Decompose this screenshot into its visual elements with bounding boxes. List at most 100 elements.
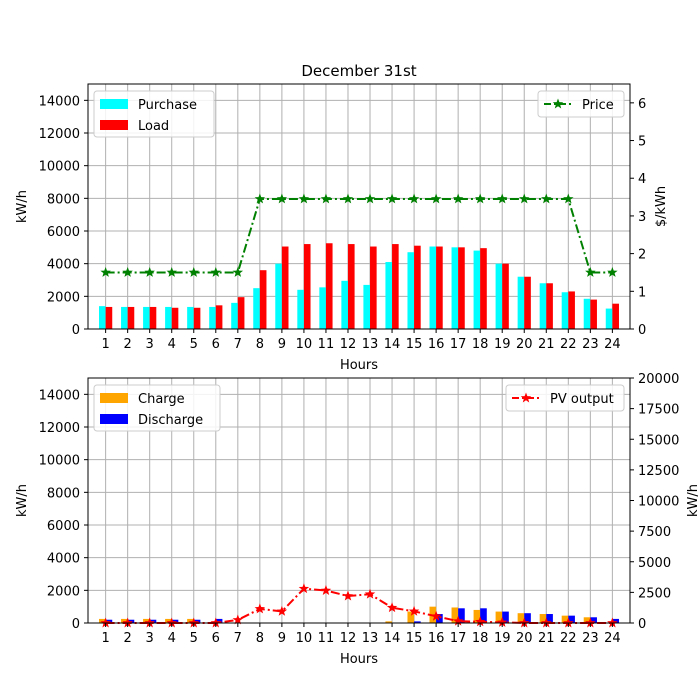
line-point xyxy=(320,585,332,595)
line-point xyxy=(298,583,310,594)
x-tick-label: 19 xyxy=(494,337,511,352)
y-right-tick-label: 4 xyxy=(638,172,646,187)
line-price xyxy=(105,197,613,274)
bar-discharge xyxy=(524,613,531,623)
line-point xyxy=(166,617,177,628)
x-tick-label: 3 xyxy=(146,337,154,352)
y-tick-label: 2000 xyxy=(47,290,80,305)
x-tick-label: 16 xyxy=(428,337,445,352)
x-tick-label: 10 xyxy=(296,631,313,646)
x-tick-label: 12 xyxy=(340,337,357,352)
bar-purchase xyxy=(341,280,348,329)
y-right-tick-label: 20000 xyxy=(638,372,679,387)
line-point xyxy=(452,193,464,204)
x-tick-label: 23 xyxy=(582,337,599,352)
bar-charge xyxy=(99,618,106,623)
line-point xyxy=(298,193,310,204)
bar-purchase xyxy=(143,306,150,329)
x-tick-label: 4 xyxy=(168,337,176,352)
line-pv-output xyxy=(105,587,613,624)
y-right-tick-label: 2 xyxy=(638,248,646,263)
y-tick-label: 0 xyxy=(72,323,80,338)
line-point xyxy=(100,266,111,277)
legend-marker xyxy=(552,98,564,109)
y-right-axis-label: kW/h xyxy=(686,484,700,517)
y-tick-label: 14000 xyxy=(39,94,80,109)
x-tick-label: 13 xyxy=(362,631,379,646)
x-tick-label: 21 xyxy=(538,337,555,352)
y-tick-label: 8000 xyxy=(47,192,80,207)
bar-purchase xyxy=(539,283,547,329)
y-tick-label: 4000 xyxy=(47,258,80,273)
bottom-chart: 1 2 3 4 5 6 7 8 9 10 11 12 13 14 15 16 17 18 19 20 21 22 23 240… xyxy=(15,372,700,667)
bar-discharge xyxy=(480,608,487,623)
bar-purchase xyxy=(385,262,393,329)
bar-purchase xyxy=(297,289,304,329)
x-tick-label: 11 xyxy=(318,631,335,646)
bar-load xyxy=(612,303,619,329)
bar-discharge xyxy=(568,615,575,623)
bar-load xyxy=(127,306,135,329)
bar-load xyxy=(347,244,355,329)
line-point xyxy=(144,266,155,277)
bar-load xyxy=(502,263,509,329)
y-tick-label: 6000 xyxy=(47,225,80,240)
bar-load xyxy=(590,299,597,329)
bar-load xyxy=(149,306,157,329)
bar-charge xyxy=(583,617,591,623)
bar-load xyxy=(215,305,223,329)
y-tick-label: 10000 xyxy=(39,160,80,175)
line-point xyxy=(430,193,442,204)
bar-purchase xyxy=(495,263,503,329)
line-point xyxy=(342,193,354,204)
y-tick-label: 0 xyxy=(72,617,80,632)
line-point xyxy=(563,617,574,628)
bar-load xyxy=(524,276,531,329)
line-point xyxy=(541,617,552,628)
bar-purchase xyxy=(407,252,415,329)
y-tick-label: 4000 xyxy=(47,552,80,567)
y-tick-label: 10000 xyxy=(39,454,80,469)
line-point xyxy=(320,193,332,204)
bar-load xyxy=(281,246,289,329)
y-right-tick-label: 1 xyxy=(638,285,646,300)
x-tick-label: 6 xyxy=(212,337,220,352)
x-tick-label: 22 xyxy=(560,631,577,646)
line-point xyxy=(607,617,618,628)
bar-discharge xyxy=(436,614,443,623)
x-tick-label: 11 xyxy=(318,337,335,352)
bar-load xyxy=(193,307,201,329)
y-tick-label: 14000 xyxy=(39,388,80,403)
legend-label: Charge xyxy=(138,392,185,407)
legend-box-right xyxy=(505,384,625,412)
line-point xyxy=(210,266,222,277)
x-tick-label: 18 xyxy=(472,631,489,646)
line-point xyxy=(364,193,376,204)
x-axis-label: Hours xyxy=(340,358,378,373)
legend-label: PV output xyxy=(550,392,614,407)
chart-title: December 31st xyxy=(301,62,416,80)
x-tick-label: 7 xyxy=(234,631,242,646)
bar-discharge xyxy=(414,621,421,623)
bar-load xyxy=(392,244,399,329)
y-right-tick-label: 5000 xyxy=(638,556,671,571)
y-right-tick-label: 10000 xyxy=(638,495,679,510)
y-tick-label: 12000 xyxy=(39,127,80,142)
y-right-tick-label: 5 xyxy=(638,135,646,150)
bar-load xyxy=(370,246,377,329)
line-point xyxy=(232,266,244,277)
x-tick-label: 15 xyxy=(406,631,423,646)
y-axis-label: kW/h xyxy=(15,190,30,223)
plot-frame xyxy=(87,83,631,330)
line-point xyxy=(408,193,420,204)
line-point xyxy=(386,193,398,204)
bar-load xyxy=(568,291,575,329)
bar-purchase xyxy=(429,246,437,329)
x-tick-label: 3 xyxy=(146,631,154,646)
legend-label: Purchase xyxy=(138,98,197,113)
legend-swatch xyxy=(100,414,128,424)
bar-discharge xyxy=(612,618,619,623)
bar-charge xyxy=(385,621,393,623)
bar-load xyxy=(105,306,113,329)
